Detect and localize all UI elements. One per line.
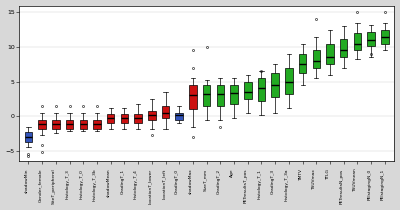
Bar [367, 32, 375, 46]
Bar [299, 54, 306, 73]
Bar [52, 119, 60, 129]
Bar [66, 119, 73, 129]
Bar [312, 50, 320, 68]
Bar [148, 111, 156, 119]
Bar [258, 78, 265, 101]
Bar [176, 113, 183, 119]
Bar [340, 39, 348, 57]
Bar [230, 85, 238, 104]
Bar [354, 33, 361, 50]
Bar [121, 114, 128, 123]
Bar [189, 85, 197, 109]
Bar [134, 114, 142, 123]
Bar [25, 132, 32, 142]
Bar [244, 81, 252, 99]
Bar [93, 119, 101, 129]
Bar [381, 30, 389, 43]
Bar [162, 106, 169, 118]
Bar [272, 73, 279, 97]
Bar [107, 114, 114, 123]
Bar [326, 43, 334, 64]
Bar [38, 119, 46, 129]
Bar [216, 85, 224, 106]
Bar [285, 68, 293, 94]
Bar [203, 85, 210, 106]
Bar [80, 119, 87, 129]
